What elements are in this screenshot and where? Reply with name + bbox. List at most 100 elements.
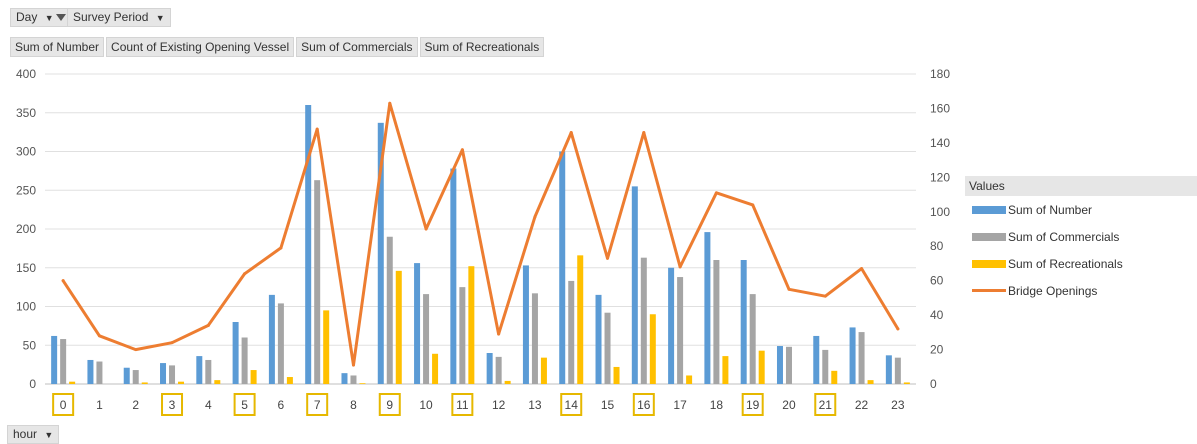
bar-sum-commercials <box>749 294 756 384</box>
bar-sum-recreationals <box>214 380 221 384</box>
bar-sum-recreationals <box>141 382 148 384</box>
value-field-sum-recreationals[interactable]: Sum of Recreationals <box>419 37 545 57</box>
value-fields-row: Sum of Number Count of Existing Opening … <box>10 37 546 57</box>
point-bridge-openings <box>896 327 900 331</box>
bar-sum-number <box>668 267 675 384</box>
point-bridge-openings <box>823 294 827 298</box>
x-axis-tick-label: 2 <box>132 398 139 412</box>
bar-sum-number <box>196 356 203 384</box>
bar-sum-commercials <box>713 260 720 384</box>
point-bridge-openings <box>497 332 501 336</box>
x-axis-tick-label: 22 <box>855 398 869 412</box>
bar-sum-recreationals <box>178 381 185 384</box>
bar-sum-commercials <box>423 294 430 384</box>
bar-sum-recreationals <box>468 266 475 384</box>
category-highlight-box <box>814 393 837 416</box>
point-bridge-openings <box>351 363 355 367</box>
point-bridge-openings <box>61 279 65 283</box>
left-axis-tick-label: 150 <box>16 261 36 275</box>
day-filter-label: Day <box>16 10 38 24</box>
point-bridge-openings <box>424 227 428 231</box>
x-axis-tick-label: 21 <box>819 398 833 412</box>
bar-sum-commercials <box>169 365 176 384</box>
legend-item-recreationals: Sum of Recreationals <box>965 250 1197 277</box>
bar-sum-recreationals <box>867 380 874 384</box>
bar-sum-number <box>87 359 94 384</box>
point-bridge-openings <box>134 348 138 352</box>
bar-sum-recreationals <box>831 370 838 384</box>
legend-swatch-recreationals <box>972 259 1006 268</box>
point-bridge-openings <box>388 101 392 105</box>
x-axis-tick-label: 9 <box>386 398 393 412</box>
right-axis-tick-label: 180 <box>930 67 950 81</box>
x-axis-tick-label: 15 <box>601 398 615 412</box>
point-bridge-openings <box>279 246 283 250</box>
bar-sum-commercials <box>459 287 466 384</box>
bar-sum-number <box>740 260 747 384</box>
bar-sum-recreationals <box>432 353 439 384</box>
category-highlight-box <box>52 393 75 416</box>
legend-label-number: Sum of Number <box>1008 202 1093 217</box>
bar-sum-commercials <box>785 346 792 384</box>
bar-sum-number <box>486 353 493 384</box>
bar-sum-commercials <box>858 332 865 384</box>
point-bridge-openings <box>533 215 537 219</box>
category-highlight-box <box>378 393 401 416</box>
bar-sum-number <box>414 263 421 384</box>
x-axis-tick-label: 0 <box>60 398 67 412</box>
right-axis-tick-label: 40 <box>930 308 944 322</box>
right-axis-tick-label: 100 <box>930 205 950 219</box>
survey-period-filter-button[interactable]: Survey Period ▼ <box>67 8 171 27</box>
hour-field-button[interactable]: hour ▼ <box>7 425 60 444</box>
bar-sum-number <box>595 294 602 384</box>
bar-sum-number <box>813 335 820 384</box>
category-highlight-box <box>233 393 256 416</box>
bar-sum-number <box>631 186 638 384</box>
bar-sum-commercials <box>241 337 248 384</box>
x-axis-tick-label: 12 <box>492 398 506 412</box>
value-field-sum-number[interactable]: Sum of Number <box>10 37 105 57</box>
filter-icon <box>55 14 66 22</box>
bar-sum-commercials <box>96 361 103 384</box>
right-axis-tick-label: 80 <box>930 239 944 253</box>
bar-sum-recreationals <box>613 366 620 384</box>
chart-legend: Values Sum of Number Sum of Commercials … <box>965 176 1197 304</box>
category-highlight-box <box>161 393 184 416</box>
point-bridge-openings <box>714 191 718 195</box>
left-axis-tick-label: 0 <box>29 377 36 391</box>
bar-sum-commercials <box>640 257 647 384</box>
bar-sum-number <box>160 363 167 384</box>
x-axis-tick-label: 8 <box>350 398 357 412</box>
point-bridge-openings <box>787 287 791 291</box>
point-bridge-openings <box>206 323 210 327</box>
bar-sum-number <box>377 122 384 384</box>
point-bridge-openings <box>170 341 174 345</box>
bar-sum-commercials <box>205 359 212 384</box>
point-bridge-openings <box>97 334 101 338</box>
bar-sum-recreationals <box>359 383 366 384</box>
value-field-sum-commercials[interactable]: Sum of Commercials <box>296 37 418 57</box>
legend-title: Values <box>965 176 1197 196</box>
bar-sum-number <box>849 327 856 384</box>
survey-period-label: Survey Period <box>73 10 149 24</box>
legend-item-commercials: Sum of Commercials <box>965 223 1197 250</box>
bar-sum-number <box>51 335 58 384</box>
bar-sum-commercials <box>604 312 611 384</box>
dropdown-arrow-icon: ▼ <box>155 13 165 23</box>
bar-sum-recreationals <box>540 357 547 384</box>
bar-sum-commercials <box>314 180 321 384</box>
bar-sum-commercials <box>386 236 393 384</box>
x-axis-tick-label: 3 <box>169 398 176 412</box>
category-highlight-box <box>741 393 764 416</box>
x-axis-tick-label: 11 <box>456 398 469 412</box>
bar-sum-number <box>776 346 783 384</box>
value-field-count-existing[interactable]: Count of Existing Opening Vessel <box>106 37 295 57</box>
point-bridge-openings <box>642 131 646 135</box>
left-axis-tick-label: 300 <box>16 145 36 159</box>
bar-sum-number <box>522 265 529 384</box>
x-axis-tick-label: 14 <box>565 398 579 412</box>
legend-label-recreationals: Sum of Recreationals <box>1008 256 1123 271</box>
day-filter-button[interactable]: Day ▼ <box>10 8 72 27</box>
bar-sum-commercials <box>677 277 684 384</box>
